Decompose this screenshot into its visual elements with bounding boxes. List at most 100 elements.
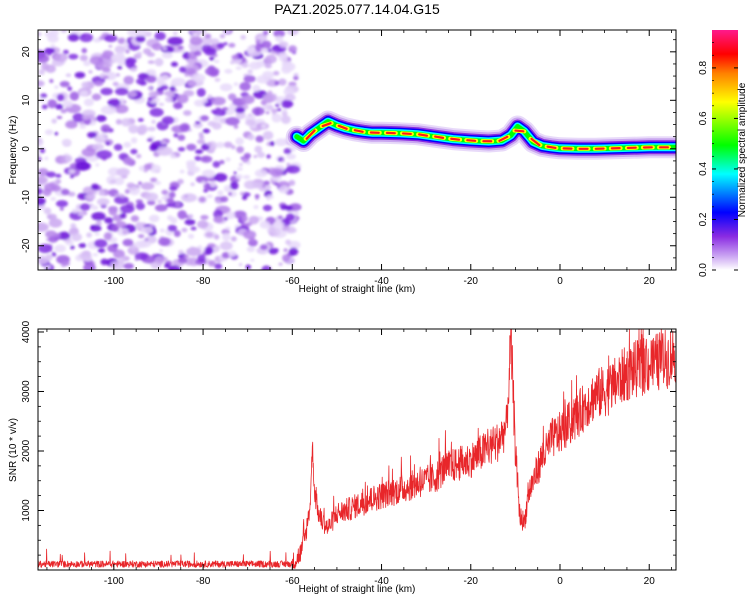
noise-blob [60,188,70,196]
noise-blob [79,124,87,129]
colorbar-label: Normalized spectral amplitude [737,82,748,217]
snr-y-tick-label: 1000 [21,499,32,522]
colorbar-tick-label: 0.4 [698,162,709,176]
noise-blob [130,67,138,72]
noise-blob [268,229,278,237]
noise-blob [158,237,171,247]
noise-blob [243,152,252,159]
noise-blob [44,265,51,269]
noise-blob [216,42,225,49]
noise-blob [168,191,176,199]
noise-blob [275,103,280,108]
noise-blob [159,249,163,253]
noise-blob [187,80,196,87]
noise-blob [213,216,224,224]
noise-blob [286,162,291,167]
noise-blob [177,257,188,264]
noise-blob [136,51,143,56]
spectrogram-y-tick-label: 20 [21,46,32,58]
noise-blob [114,195,129,205]
noise-blob [243,75,256,83]
noise-blob [214,77,221,82]
noise-blob [273,30,285,38]
noise-blob [206,194,214,199]
spectrogram-x-axis-label: Height of straight line (km) [299,284,416,295]
noise-blob [204,33,212,39]
noise-blob [177,134,186,141]
noise-blob [95,114,107,122]
noise-blob [250,258,255,262]
noise-blob [164,263,170,269]
noise-blob [108,206,118,216]
noise-blob [71,208,79,214]
colorbar-gradient [712,30,738,270]
noise-blob [165,202,173,207]
colorbar-tick-label: 0.8 [698,61,709,75]
noise-blob [264,63,273,69]
noise-blob [65,120,78,129]
noise-blob [114,87,129,96]
noise-blob [147,96,153,102]
noise-blob [207,94,213,99]
noise-blob [219,241,233,251]
noise-blob [183,254,189,258]
noise-blob [94,239,108,248]
spectrogram-y-tick-label: 0 [21,146,32,152]
noise-blob [123,75,134,85]
noise-blob [38,243,53,254]
noise-blob [100,258,109,266]
noise-blob [119,204,135,214]
noise-blob [253,155,258,159]
noise-blob [109,179,117,184]
noise-blob [114,104,129,114]
snr-x-axis: -100 -80 -60 -40 -20 0 20 [46,329,672,587]
noise-blob [45,171,56,178]
noise-blob [251,106,265,116]
noise-blob [197,254,206,263]
noise-blob [38,80,45,87]
noise-blob [223,185,232,193]
noise-blob [147,60,155,65]
noise-blob [225,157,231,162]
noise-blob [231,145,236,150]
noise-blob [262,70,274,80]
spectrogram-y-tick-label: -20 [21,238,32,253]
noise-blob [167,36,184,46]
noise-blob [106,72,117,81]
noise-blob [102,75,109,80]
noise-blob [93,37,102,43]
noise-blob [136,153,142,159]
noise-blob [184,73,190,77]
noise-blob [70,245,75,250]
noise-blob [170,61,179,67]
noise-blob [79,33,94,43]
noise-blob [119,97,125,103]
noise-blob [44,31,54,38]
noise-blob [239,81,251,92]
noise-blob [130,137,138,144]
noise-blob [92,143,105,151]
noise-blob [240,215,248,222]
noise-blob [54,85,59,89]
noise-blob [137,124,148,134]
snr-x-tick-label: -100 [104,576,124,587]
noise-blob [122,230,128,235]
noise-blob [91,212,106,221]
noise-blob [117,65,123,70]
noise-blob [167,224,178,232]
spectrogram-x-tick-label: -20 [464,276,479,287]
noise-blob [245,264,252,270]
spectrogram-y-tick-label: -10 [21,190,32,205]
noise-blob [82,114,90,121]
signal-core-red [305,129,316,140]
noise-blob [200,36,213,46]
noise-blob [61,138,72,146]
noise-blob [223,141,233,148]
noise-blob [50,185,62,192]
noise-blob [99,132,107,140]
noise-blob [169,82,179,87]
noise-blob [211,96,226,106]
noise-blob [48,218,63,228]
noise-blob [276,108,282,112]
noise-blob [93,80,104,87]
